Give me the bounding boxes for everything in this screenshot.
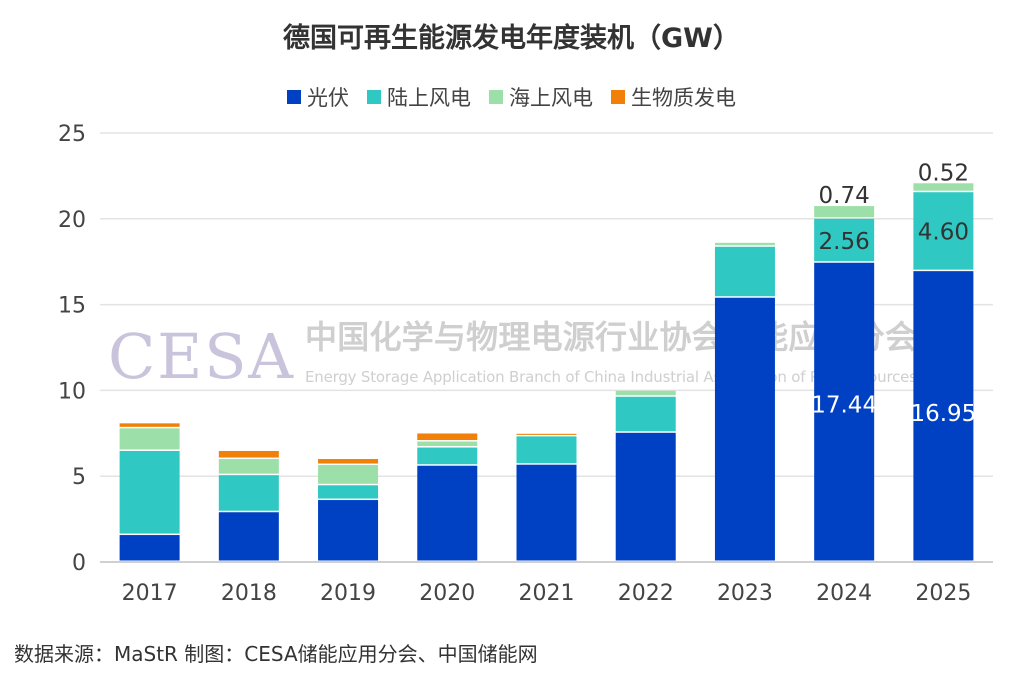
bar-segment: [615, 390, 676, 396]
bar-segment: [417, 433, 478, 441]
y-tick-label: 0: [72, 551, 86, 576]
bar-segment: [318, 485, 379, 499]
bar-segment: [714, 297, 775, 561]
x-tick-label: 2021: [519, 581, 575, 606]
data-label: 2.56: [819, 229, 870, 255]
x-tick-label: 2020: [419, 581, 475, 606]
data-label: 0.74: [819, 183, 870, 209]
bar-segment: [318, 465, 379, 484]
bar-segment: [417, 441, 478, 447]
y-tick-label: 20: [58, 208, 86, 233]
legend: 光伏 陆上风电 海上风电 生物质发电: [0, 82, 1023, 112]
bar-segment: [119, 428, 180, 450]
legend-swatch: [367, 90, 381, 104]
bar-segment: [417, 465, 478, 561]
bar-segment: [218, 475, 279, 511]
bar-segment: [615, 432, 676, 561]
bar-segment: [516, 436, 577, 464]
x-tick-label: 2025: [915, 581, 971, 606]
data-label: 17.44: [811, 393, 877, 419]
x-tick-label: 2024: [816, 581, 872, 606]
data-label: 4.60: [918, 220, 969, 246]
bar-segment: [318, 500, 379, 561]
legend-swatch: [489, 90, 503, 104]
bar-segment: [615, 396, 676, 432]
bar-segment: [913, 271, 974, 561]
x-tick-label: 2023: [717, 581, 773, 606]
x-tick-label: 2017: [122, 581, 178, 606]
bar-segment: [913, 192, 974, 270]
bar-segment: [218, 512, 279, 561]
x-tick-label: 2022: [618, 581, 674, 606]
y-tick-label: 10: [58, 379, 86, 404]
bar-segment: [516, 464, 577, 561]
x-tick-label: 2018: [221, 581, 277, 606]
bar-segment: [119, 423, 180, 427]
legend-label: 光伏: [307, 86, 349, 110]
bar-segment: [218, 450, 279, 458]
bar-segment: [417, 447, 478, 465]
bar-segment: [516, 433, 577, 435]
y-tick-label: 25: [58, 122, 86, 147]
bar-segment: [119, 450, 180, 534]
watermark-logo: CESA: [108, 320, 294, 393]
bar-segment: [218, 459, 279, 474]
legend-swatch: [611, 90, 625, 104]
data-label: 0.52: [918, 160, 969, 186]
bar-segment: [814, 206, 875, 218]
legend-label: 陆上风电: [387, 86, 471, 110]
bar-segment: [714, 246, 775, 297]
chart-title: 德国可再生能源发电年度装机（GW）: [283, 23, 740, 54]
bar-segment: [318, 459, 379, 464]
legend-label: 海上风电: [509, 86, 593, 110]
y-tick-label: 5: [72, 465, 86, 490]
bar-segment: [814, 218, 875, 262]
bar-segment: [119, 535, 180, 561]
bar-segment: [714, 242, 775, 246]
bar-segment: [814, 262, 875, 561]
x-tick-label: 2019: [320, 581, 376, 606]
source-footer: 数据来源：MaStR 制图：CESA储能应用分会、中国储能网: [14, 642, 538, 666]
legend-item: 光伏: [287, 82, 349, 112]
legend-swatch: [287, 90, 301, 104]
y-tick-label: 15: [58, 294, 86, 319]
legend-item: 陆上风电: [367, 82, 471, 112]
bar-segment: [913, 183, 974, 191]
legend-label: 生物质发电: [631, 86, 736, 110]
data-label: 16.95: [910, 401, 976, 427]
legend-item: 生物质发电: [611, 82, 736, 112]
legend-item: 海上风电: [489, 82, 593, 112]
